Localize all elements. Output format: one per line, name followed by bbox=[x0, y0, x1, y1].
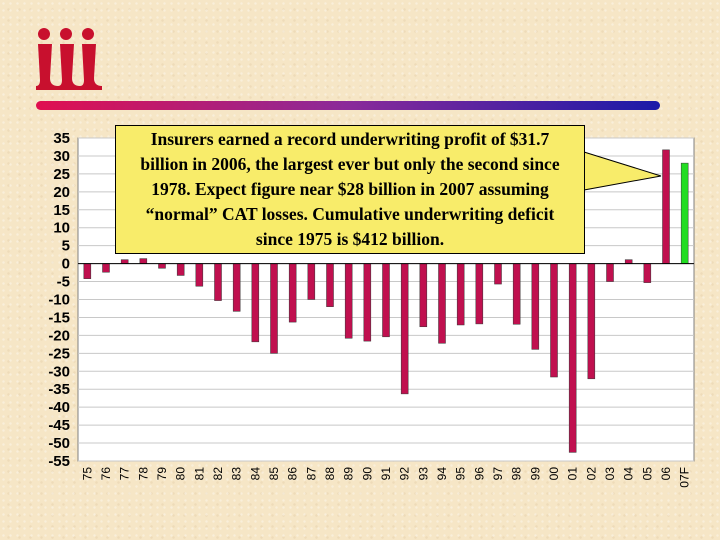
callout-text: Insurers earned a record underwriting pr… bbox=[140, 129, 560, 249]
y-axis-ticks: 35302520151050-5-10-15-20-25-30-35-40-45… bbox=[48, 130, 70, 470]
bar bbox=[83, 263, 92, 279]
x-tick-label: 78 bbox=[136, 467, 150, 481]
x-tick-label: 91 bbox=[379, 467, 393, 481]
bar bbox=[438, 263, 446, 344]
bar bbox=[363, 263, 372, 342]
x-tick-label: 05 bbox=[640, 467, 654, 481]
bar bbox=[531, 263, 540, 350]
bar bbox=[587, 263, 596, 380]
x-tick-label: 02 bbox=[584, 467, 598, 481]
x-tick-label: 99 bbox=[528, 467, 542, 481]
y-tick-label: -25 bbox=[48, 345, 70, 362]
x-tick-label: 89 bbox=[342, 467, 356, 481]
bar bbox=[307, 263, 316, 300]
x-tick-label: 83 bbox=[230, 467, 244, 481]
bar bbox=[326, 263, 334, 307]
bar bbox=[550, 263, 558, 378]
x-tick-label: 92 bbox=[398, 467, 412, 481]
x-tick-label: 84 bbox=[248, 467, 262, 481]
x-tick-label: 81 bbox=[192, 467, 206, 481]
x-tick-label: 04 bbox=[622, 467, 636, 481]
bar bbox=[456, 263, 465, 326]
y-tick-label: -10 bbox=[48, 292, 70, 309]
bar bbox=[158, 263, 166, 269]
bar bbox=[139, 258, 148, 264]
y-tick-label: 10 bbox=[53, 220, 70, 237]
bar bbox=[195, 263, 204, 287]
y-tick-label: -45 bbox=[48, 417, 70, 434]
x-tick-label: 98 bbox=[510, 467, 524, 481]
x-tick-label: 86 bbox=[286, 467, 300, 481]
x-tick-label: 85 bbox=[267, 467, 281, 481]
x-tick-label: 94 bbox=[435, 467, 449, 481]
bar bbox=[606, 263, 614, 282]
x-tick-label: 97 bbox=[491, 467, 505, 481]
bar bbox=[419, 263, 428, 328]
y-tick-label: -40 bbox=[48, 399, 70, 416]
header-divider-line bbox=[36, 101, 660, 110]
y-tick-label: 25 bbox=[53, 166, 70, 183]
y-tick-label: 35 bbox=[53, 130, 70, 147]
bar bbox=[400, 263, 409, 395]
x-tick-label: 77 bbox=[118, 467, 132, 481]
bar bbox=[512, 263, 521, 325]
bar bbox=[344, 263, 353, 339]
x-tick-label: 01 bbox=[566, 467, 580, 481]
y-tick-label: -20 bbox=[48, 327, 70, 344]
y-tick-label: -50 bbox=[48, 435, 70, 452]
bar bbox=[624, 259, 633, 264]
bar bbox=[270, 263, 278, 354]
x-tick-label: 00 bbox=[547, 467, 561, 481]
x-tick-label: 03 bbox=[603, 467, 617, 481]
bar bbox=[643, 263, 652, 283]
y-tick-label: -30 bbox=[48, 363, 70, 380]
bar bbox=[232, 263, 241, 312]
x-tick-label: 75 bbox=[80, 467, 94, 481]
x-tick-label: 07F bbox=[678, 467, 692, 488]
bar bbox=[176, 263, 185, 276]
bars-group bbox=[83, 149, 689, 453]
callout-box: Insurers earned a record underwriting pr… bbox=[115, 125, 585, 254]
y-tick-label: 5 bbox=[62, 238, 70, 255]
bar bbox=[251, 263, 260, 343]
y-tick-label: -15 bbox=[48, 309, 70, 326]
bar bbox=[568, 263, 577, 453]
x-tick-label: 93 bbox=[416, 467, 430, 481]
bar bbox=[120, 259, 129, 264]
bar bbox=[494, 263, 502, 285]
bar bbox=[662, 149, 670, 264]
y-tick-label: 30 bbox=[53, 148, 70, 165]
y-tick-label: -5 bbox=[57, 274, 70, 291]
bar bbox=[288, 263, 297, 323]
x-tick-label: 06 bbox=[659, 467, 673, 481]
y-tick-label: -35 bbox=[48, 381, 70, 398]
x-tick-label: 82 bbox=[211, 467, 225, 481]
y-tick-label: 15 bbox=[53, 202, 70, 219]
x-tick-label: 90 bbox=[360, 467, 374, 481]
y-tick-label: 0 bbox=[62, 256, 70, 273]
x-tick-label: 95 bbox=[454, 467, 468, 481]
x-tick-label: 80 bbox=[174, 467, 188, 481]
bar bbox=[382, 263, 390, 338]
x-tick-label: 79 bbox=[155, 467, 169, 481]
x-tick-label: 87 bbox=[304, 467, 318, 481]
y-tick-label: 20 bbox=[53, 184, 70, 201]
x-tick-label: 88 bbox=[323, 467, 337, 481]
x-tick-label: 96 bbox=[472, 467, 486, 481]
x-axis-ticks: 75 76 77 78 79 80 81 82 83 84 85 86 87 88 89 90 91 92 93 94… bbox=[80, 467, 691, 488]
y-tick-label: -55 bbox=[48, 453, 70, 470]
bar bbox=[102, 263, 110, 273]
bar bbox=[475, 263, 484, 325]
iii-logo-icon bbox=[36, 28, 102, 90]
x-tick-label: 76 bbox=[99, 467, 113, 481]
bar bbox=[214, 263, 222, 301]
bar bbox=[680, 162, 689, 264]
